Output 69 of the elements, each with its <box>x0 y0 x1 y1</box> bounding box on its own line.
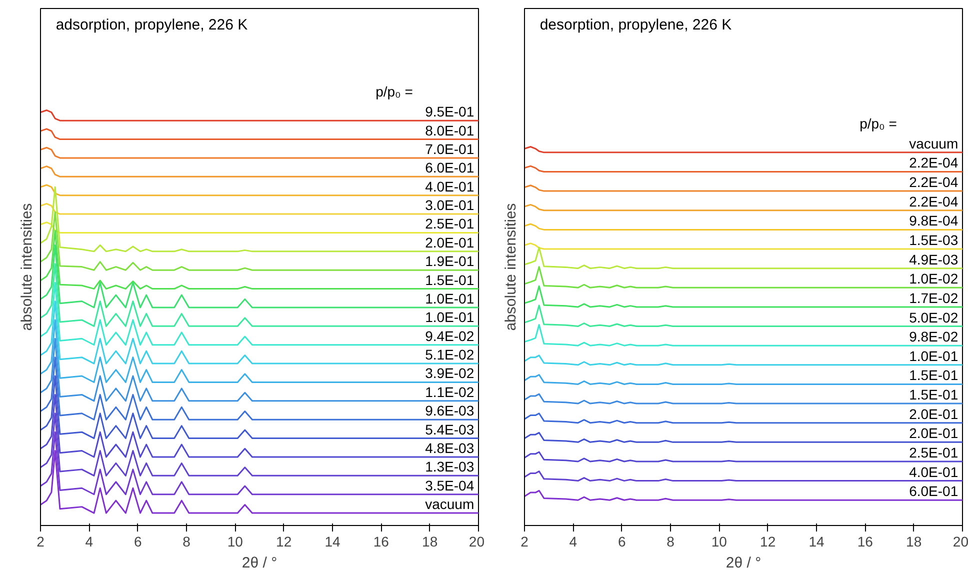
x-tick-label: 16 <box>373 534 390 550</box>
series-label: 8.0E-01 <box>425 122 474 138</box>
x-tick-label: 10 <box>711 534 728 550</box>
x-tick-label: 8 <box>666 534 675 550</box>
chart-title: desorption, propylene, 226 K <box>540 16 732 34</box>
x-tick-label: 10 <box>227 534 244 550</box>
series-label: 2.2E-04 <box>909 193 958 210</box>
series-label: 2.0E-01 <box>425 234 474 250</box>
series-label: 2.5E-01 <box>909 444 958 460</box>
x-tick-label: 18 <box>906 534 922 550</box>
y-axis-title: absolute intensities <box>18 203 36 331</box>
x-tick-label: 16 <box>857 534 874 550</box>
series-label: 4.0E-01 <box>909 464 958 480</box>
series-label: 4.0E-01 <box>425 178 474 194</box>
series-label: 9.8E-04 <box>909 212 958 229</box>
series-label: 9.6E-03 <box>425 402 474 419</box>
legend-title: p/p₀ = <box>860 115 897 132</box>
series-label: 3.5E-04 <box>425 477 474 494</box>
series-label: 1.5E-01 <box>425 272 474 288</box>
series-label: 1.0E-01 <box>425 290 474 306</box>
x-axis-title: 2θ / ° <box>726 554 762 572</box>
series-label: 1.5E-03 <box>909 232 958 248</box>
x-tick-label: 4 <box>85 534 94 550</box>
y-axis-title: absolute intensities <box>502 203 520 331</box>
chart-title: adsorption, propylene, 226 K <box>56 16 248 34</box>
x-tick-label: 4 <box>569 534 578 550</box>
x-tick-label: 2 <box>36 534 45 550</box>
series-label: 1.1E-02 <box>425 384 474 400</box>
series-label: 4.9E-03 <box>909 251 958 268</box>
series-label: 2.0E-01 <box>909 406 958 422</box>
series-label: 1.7E-02 <box>909 290 958 306</box>
series-label: vacuum <box>909 135 958 152</box>
series-label: 6.0E-01 <box>425 160 474 176</box>
series-label: 9.8E-02 <box>909 328 958 345</box>
x-tick-label: 20 <box>468 534 485 550</box>
legend-title: p/p₀ = <box>376 84 413 100</box>
x-tick-label: 18 <box>422 534 438 550</box>
series-label: 5.0E-02 <box>909 309 958 326</box>
series-label: 2.5E-01 <box>425 216 474 232</box>
x-tick-label: 6 <box>618 534 626 550</box>
x-tick-label: 12 <box>276 534 292 550</box>
series-label: 6.0E-01 <box>909 483 958 500</box>
series-label: 3.9E-02 <box>425 365 474 382</box>
series-label: 1.0E-01 <box>909 348 958 364</box>
x-tick-label: 14 <box>808 534 824 550</box>
series-label: 9.4E-02 <box>425 328 474 344</box>
series-label: 2.0E-01 <box>909 425 958 442</box>
series-label: 2.2E-04 <box>909 174 958 190</box>
series-label: 1.0E-01 <box>425 309 474 326</box>
x-tick-label: 2 <box>520 534 529 550</box>
series-label: 1.5E-01 <box>909 367 958 384</box>
x-axis-title: 2θ / ° <box>242 554 278 572</box>
x-tick-label: 14 <box>324 534 340 550</box>
series-label: 7.0E-01 <box>425 140 474 157</box>
series-label: 1.3E-03 <box>425 458 474 475</box>
series-label: 4.8E-03 <box>425 440 474 456</box>
series-label: 5.1E-02 <box>425 346 474 363</box>
series-label: 9.5E-01 <box>425 104 474 120</box>
series-label: 5.4E-03 <box>425 421 474 438</box>
x-tick-label: 6 <box>134 534 142 550</box>
series-label: 1.9E-01 <box>425 253 474 270</box>
series-label: 2.2E-04 <box>909 154 958 171</box>
series-label: 1.0E-02 <box>909 270 958 287</box>
series-label: 1.5E-01 <box>909 386 958 403</box>
x-tick-label: 8 <box>182 534 191 550</box>
series-label: vacuum <box>425 496 474 512</box>
x-tick-label: 12 <box>760 534 776 550</box>
x-tick-label: 20 <box>952 534 968 550</box>
series-label: 3.0E-01 <box>425 197 474 214</box>
